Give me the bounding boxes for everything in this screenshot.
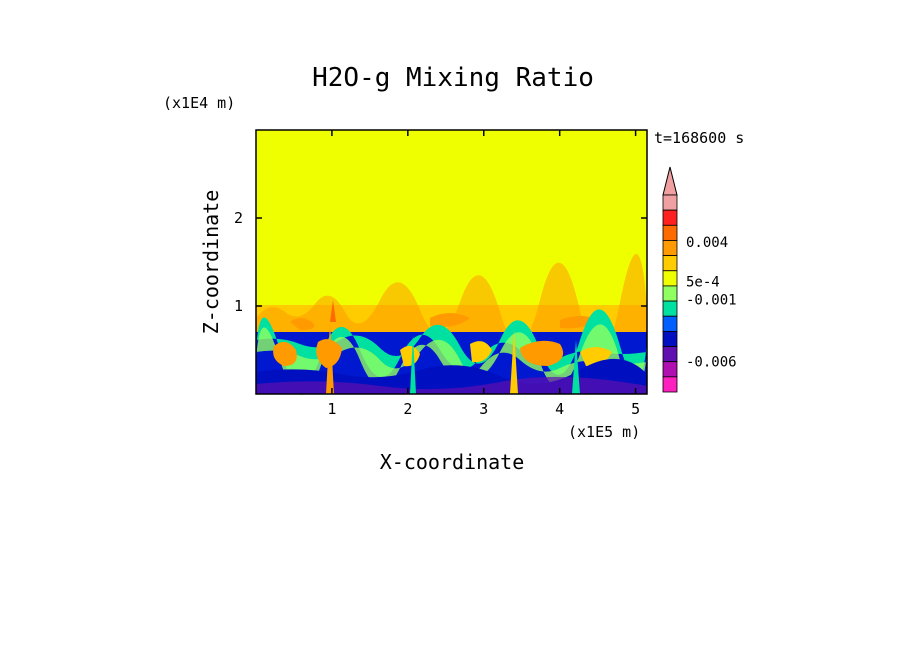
colorbar-segment <box>662 255 678 272</box>
colorbar-extend-arrow <box>662 166 678 196</box>
colorbar-segment <box>662 285 678 302</box>
y-axis-label: Z-coordinate <box>199 190 223 335</box>
x-tick-label: 3 <box>479 400 488 418</box>
plot-frame <box>255 129 648 395</box>
boundary-layer <box>256 309 647 396</box>
y-tick-label: 2 <box>234 209 243 227</box>
plot-area <box>255 129 648 396</box>
y-axis: 12 <box>234 209 647 315</box>
colorbar-tick-label: -0.001 <box>686 293 737 309</box>
colorbar-tick-label: 5e-4 <box>686 274 720 290</box>
x-tick-label: 1 <box>327 400 336 418</box>
plumes <box>326 300 580 394</box>
colorbar-segment <box>662 376 678 393</box>
colorbar-segment <box>662 270 678 287</box>
colorbar-segment <box>662 240 678 257</box>
upper-layer-fill <box>256 130 647 305</box>
chart-title: H2O-g Mixing Ratio <box>312 63 594 93</box>
colorbar-segment <box>662 194 678 211</box>
colorbar-tick-label: 0.004 <box>686 235 728 251</box>
x-axis: 1 2 3 4 5 <box>327 130 640 418</box>
colorbar-segment <box>662 300 678 317</box>
transition-layer <box>256 253 647 355</box>
y-tick-label: 1 <box>234 297 243 315</box>
colorbar-segment <box>662 346 678 363</box>
colorbar-segment <box>662 224 678 241</box>
y-scale-label: (x1E4 m) <box>163 94 235 112</box>
colorbar-labels: 0.004 5e-4 -0.001 -0.006 <box>686 235 737 371</box>
colorbar-segment <box>662 209 678 226</box>
colorbar-segment <box>662 361 678 378</box>
x-scale-label: (x1E5 m) <box>568 423 640 441</box>
x-axis-label: X-coordinate <box>380 450 525 474</box>
time-label: t=168600 s <box>654 129 744 147</box>
colorbar-segment <box>662 315 678 332</box>
colorbar-segment <box>662 330 678 347</box>
x-tick-label: 2 <box>403 400 412 418</box>
x-tick-label: 5 <box>631 400 640 418</box>
colorbar-tick-label: -0.006 <box>686 355 737 371</box>
x-tick-label: 4 <box>555 400 564 418</box>
colorbar <box>662 166 678 393</box>
